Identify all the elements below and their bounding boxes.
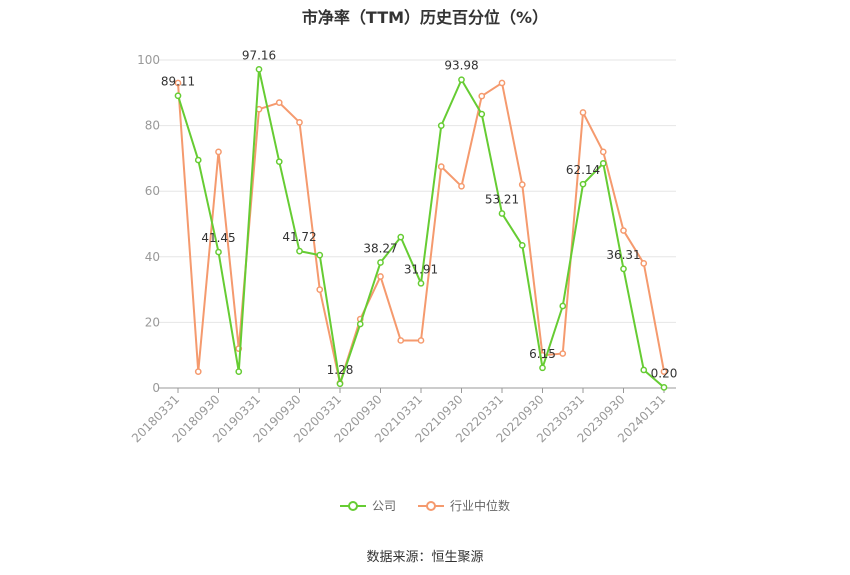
data-label: 6.15 bbox=[529, 347, 556, 361]
data-point-industry-median[interactable] bbox=[579, 109, 587, 116]
data-point-company[interactable] bbox=[620, 265, 627, 273]
data-label: 1.28 bbox=[327, 363, 354, 377]
data-point-industry-median[interactable] bbox=[316, 286, 324, 293]
data-point-industry-median[interactable] bbox=[215, 148, 222, 156]
data-labels: 89.11 41.45 97.16 41.72 1.28 38.27 31.91 93.98 5… bbox=[161, 48, 678, 380]
data-point-industry-median[interactable] bbox=[397, 337, 405, 344]
data-point-company[interactable] bbox=[458, 76, 465, 84]
data-point-company[interactable] bbox=[640, 366, 648, 374]
legend-item-industry-median[interactable]: 行业中位数 bbox=[418, 497, 510, 514]
y-tick-label: 100 bbox=[137, 53, 160, 67]
data-point-company[interactable] bbox=[397, 233, 405, 241]
y-tick-label: 60 bbox=[145, 184, 160, 198]
data-label: 93.98 bbox=[444, 59, 478, 73]
data-point-company[interactable] bbox=[437, 122, 445, 129]
legend-label-industry-median: 行业中位数 bbox=[450, 499, 511, 513]
legend-marker-industry-median bbox=[418, 500, 444, 511]
data-source: 数据来源：恒生聚源 bbox=[366, 550, 484, 565]
data-point-industry-median[interactable] bbox=[518, 181, 526, 188]
data-point-industry-median[interactable] bbox=[275, 99, 283, 106]
data-point-company[interactable] bbox=[296, 247, 303, 255]
data-point-industry-median[interactable] bbox=[478, 92, 486, 100]
legend-item-company[interactable]: 公司 bbox=[339, 497, 396, 514]
data-point-company[interactable] bbox=[215, 248, 222, 256]
data-point-industry-median[interactable] bbox=[599, 148, 607, 156]
data-point-industry-median[interactable] bbox=[620, 227, 627, 234]
data-point-company[interactable] bbox=[316, 251, 324, 259]
chart-title: 市净率（TTM）历史百分位（%） bbox=[301, 8, 549, 27]
data-label: 31.91 bbox=[404, 262, 438, 276]
data-point-company[interactable] bbox=[174, 92, 182, 100]
y-tick-label: 0 bbox=[152, 381, 160, 395]
data-point-company[interactable] bbox=[235, 368, 243, 375]
grid bbox=[158, 59, 676, 323]
data-label: 97.16 bbox=[242, 48, 276, 62]
data-point-company[interactable] bbox=[356, 320, 364, 328]
data-label: 41.72 bbox=[282, 230, 316, 244]
data-label: 62.14 bbox=[566, 163, 600, 177]
data-point-industry-median[interactable] bbox=[437, 163, 445, 170]
data-point-company[interactable] bbox=[660, 383, 668, 391]
data-point-industry-median[interactable] bbox=[559, 350, 567, 357]
data-point-industry-median[interactable] bbox=[458, 182, 465, 190]
legend: 公司 行业中位数 bbox=[0, 497, 850, 514]
data-point-company[interactable] bbox=[518, 241, 526, 249]
series bbox=[174, 65, 668, 391]
data-label: 89.11 bbox=[161, 75, 195, 89]
axes: 0204060801002018033120180930201903312019… bbox=[129, 53, 676, 445]
data-point-industry-median[interactable] bbox=[377, 273, 384, 280]
data-point-industry-median[interactable] bbox=[640, 260, 648, 267]
y-tick-label: 80 bbox=[145, 119, 160, 133]
data-point-company[interactable] bbox=[498, 210, 506, 217]
data-point-company[interactable] bbox=[417, 279, 425, 287]
data-label: 38.27 bbox=[363, 241, 397, 255]
data-point-company[interactable] bbox=[377, 259, 384, 266]
data-label: 41.45 bbox=[201, 231, 235, 245]
data-point-industry-median[interactable] bbox=[296, 118, 303, 126]
data-label: 36.31 bbox=[606, 248, 640, 262]
data-point-industry-median[interactable] bbox=[174, 79, 182, 87]
legend-marker-company bbox=[339, 500, 366, 511]
data-point-company[interactable] bbox=[255, 65, 263, 73]
data-label: 0.20 bbox=[651, 366, 678, 380]
data-point-company[interactable] bbox=[599, 159, 607, 167]
data-point-industry-median[interactable] bbox=[417, 337, 425, 344]
legend-label-company: 公司 bbox=[371, 499, 396, 513]
y-tick-label: 40 bbox=[145, 250, 160, 264]
data-point-industry-median[interactable] bbox=[498, 79, 506, 87]
data-point-company[interactable] bbox=[539, 364, 546, 372]
data-point-industry-median[interactable] bbox=[660, 368, 668, 375]
data-point-company[interactable] bbox=[579, 180, 587, 188]
data-point-company[interactable] bbox=[275, 158, 283, 166]
data-point-company[interactable] bbox=[336, 380, 344, 388]
y-tick-label: 20 bbox=[145, 315, 160, 329]
data-point-company[interactable] bbox=[194, 156, 202, 164]
data-label: 53.21 bbox=[485, 192, 519, 206]
data-point-company[interactable] bbox=[559, 302, 567, 310]
data-point-company[interactable] bbox=[478, 110, 486, 118]
data-point-industry-median[interactable] bbox=[194, 368, 202, 375]
